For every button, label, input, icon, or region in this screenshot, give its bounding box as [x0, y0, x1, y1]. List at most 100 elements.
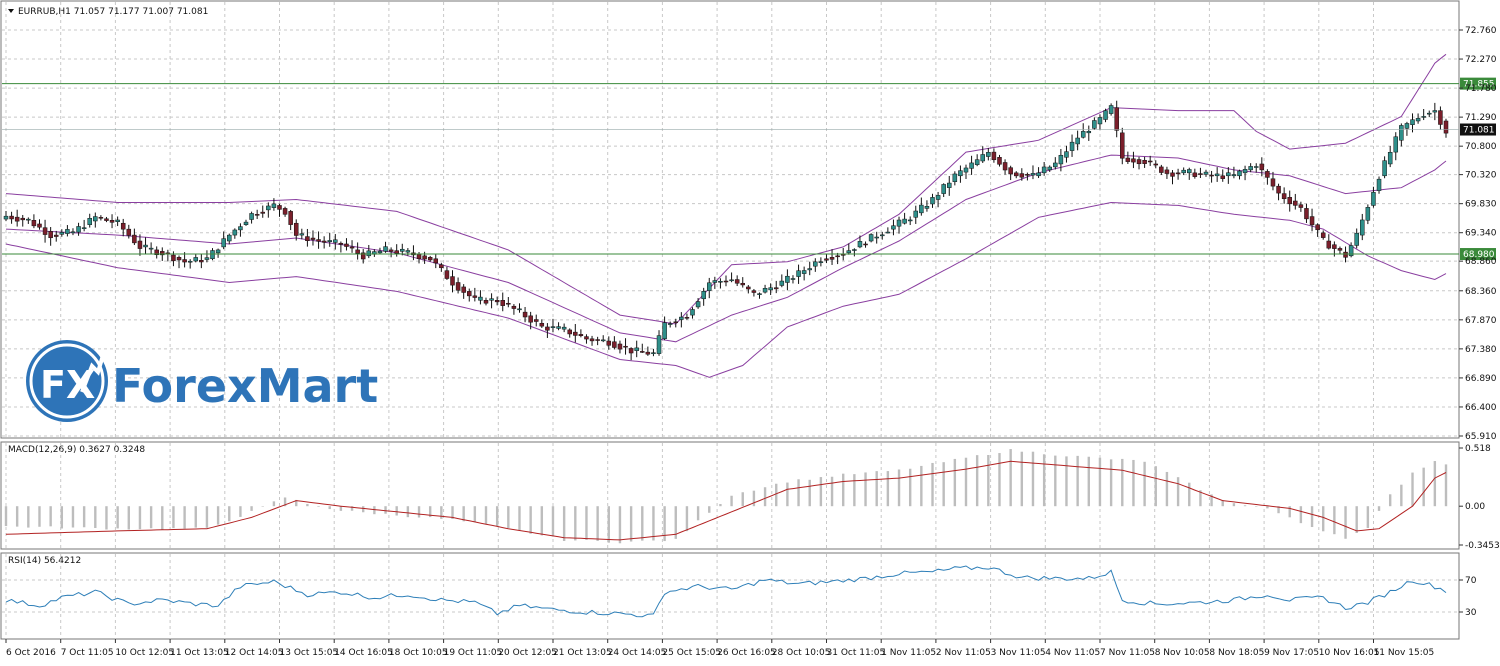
macd-histogram-bar — [842, 473, 845, 507]
candle-body — [93, 216, 98, 222]
candle — [790, 275, 796, 284]
candle-body — [1058, 154, 1064, 165]
candle-body — [327, 240, 332, 242]
candle-body — [1281, 193, 1287, 200]
candle — [857, 235, 863, 249]
macd-histogram-bar — [719, 504, 722, 507]
candle-body — [1438, 110, 1443, 125]
time-tick-label: 10 Oct 12:05 — [115, 648, 174, 658]
macd-indicator: 0.518 0.00 -0.3453 — [4, 444, 1500, 551]
candle-body — [254, 214, 260, 216]
macd-histogram-bar — [216, 506, 220, 525]
price-tick-label: 71.290 — [1465, 113, 1497, 123]
candle — [1203, 169, 1209, 177]
macd-histogram-bar — [1154, 466, 1157, 507]
candle — [483, 297, 489, 306]
candle-body — [1147, 160, 1153, 163]
candle-body — [868, 234, 874, 242]
price-tick-label: 71.780 — [1465, 84, 1497, 94]
macd-histogram-bar — [495, 506, 499, 527]
candle-body — [1092, 120, 1097, 129]
candle-body — [813, 261, 818, 267]
candle — [1097, 114, 1103, 130]
candle-body — [930, 197, 935, 205]
candle — [305, 228, 310, 247]
macd-histogram-bar — [339, 506, 343, 511]
candle — [1320, 230, 1326, 240]
candle — [924, 200, 930, 212]
candle-body — [199, 260, 204, 263]
candle — [9, 211, 14, 224]
level-tag-label: 68.980 — [1463, 250, 1495, 260]
candle — [533, 314, 539, 327]
candle — [1164, 166, 1170, 179]
candle — [489, 293, 494, 309]
macd-histogram-bar — [261, 506, 264, 507]
macd-histogram-bar — [1076, 455, 1079, 507]
candle-body — [26, 218, 31, 221]
time-tick-label: 9 Nov 17:05 — [1264, 648, 1319, 658]
price-tick-label: 65.910 — [1465, 432, 1497, 442]
candle — [785, 269, 790, 291]
macd-histogram-bar — [652, 506, 655, 541]
macd-title: MACD(12,26,9) 0.3627 0.3248 — [8, 445, 145, 455]
candle — [204, 250, 210, 263]
candle — [734, 275, 740, 287]
candle — [165, 249, 171, 262]
candle — [1147, 155, 1153, 166]
dropdown-triangle-icon[interactable] — [8, 9, 14, 13]
macd-histogram-bar — [94, 506, 97, 528]
macd-histogram-bar — [674, 506, 677, 539]
macd-histogram-bar — [1277, 506, 1280, 514]
candle — [277, 203, 282, 217]
candle — [506, 297, 511, 308]
macd-histogram-bar — [205, 506, 209, 528]
candle — [53, 230, 59, 242]
candle-body — [299, 233, 305, 236]
candle — [712, 276, 718, 289]
candle-body — [539, 322, 545, 327]
candle-body — [355, 249, 360, 254]
macd-histogram-bar — [551, 506, 555, 537]
macd-histogram-bar — [953, 458, 957, 507]
macd-histogram-bar — [1388, 494, 1392, 507]
candle — [461, 284, 466, 299]
candle — [59, 229, 65, 237]
candle — [1298, 201, 1304, 212]
candle-body — [1393, 136, 1399, 153]
candle-body — [115, 219, 120, 222]
candle-body — [187, 260, 193, 263]
price-tick-label: 66.890 — [1465, 374, 1497, 384]
candle-body — [517, 308, 522, 311]
candle — [746, 285, 751, 294]
symbol-header: EURRUB,H1 71.057 71.177 71.007 71.081 — [18, 7, 208, 17]
rsi-tick-label: 30 — [1465, 608, 1477, 618]
macd-histogram-bar — [1355, 506, 1358, 533]
price-tick-label: 66.400 — [1465, 403, 1497, 413]
candle-body — [773, 287, 779, 290]
candle — [902, 212, 907, 225]
macd-histogram-bar — [306, 504, 309, 507]
candle-body — [751, 290, 757, 293]
candle-body — [433, 258, 439, 264]
candle — [148, 242, 154, 254]
time-tick-label: 18 Oct 10:05 — [389, 648, 448, 658]
candle — [355, 242, 360, 260]
candle — [701, 287, 706, 306]
candle — [87, 213, 92, 228]
macd-histogram-bar — [629, 506, 633, 542]
macd-histogram-bar — [518, 506, 521, 531]
candle-body — [807, 268, 812, 271]
macd-histogram-bar — [451, 506, 454, 519]
candle — [372, 249, 377, 257]
candle-body — [266, 205, 271, 211]
candle — [1365, 204, 1371, 225]
macd-histogram-bar — [1433, 461, 1437, 507]
candle-body — [913, 210, 919, 218]
candle-body — [366, 250, 372, 257]
macd-histogram-bar — [172, 506, 175, 529]
candle — [254, 209, 260, 220]
candle-body — [400, 248, 405, 252]
macd-histogram-bar — [1444, 464, 1448, 507]
